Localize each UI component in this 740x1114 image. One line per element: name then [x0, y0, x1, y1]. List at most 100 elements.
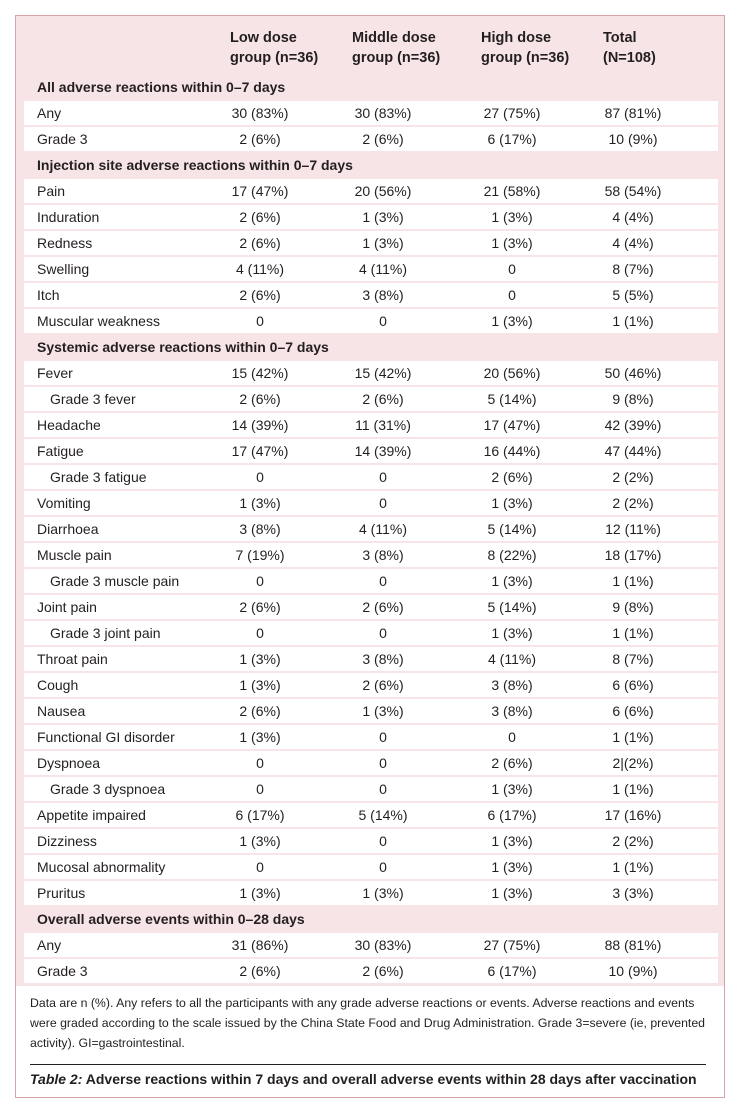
cell-value: 15 (42%) — [354, 365, 412, 381]
row-label: Grade 3 — [37, 131, 88, 147]
cell-value: 42 (39%) — [604, 417, 662, 433]
cell-value: 2 (6%) — [362, 963, 404, 979]
cell-value: 0 — [508, 287, 516, 303]
cell-value: 2 (6%) — [362, 391, 404, 407]
cell-value: 0 — [379, 755, 387, 771]
cell-value: 2 (6%) — [491, 755, 533, 771]
row-label: Throat pain — [37, 651, 108, 667]
table-row: Grade 3 joint pain 0 0 1 (3%) 1 (1%) — [24, 621, 718, 645]
cell-value: 1 (1%) — [612, 729, 654, 745]
cell-value: 47 (44%) — [604, 443, 662, 459]
cell-value: 5 (14%) — [487, 599, 537, 615]
section-row: Systemic adverse reactions within 0–7 da… — [16, 334, 724, 360]
cell-value: 3 (8%) — [491, 703, 533, 719]
cell-value: 1 (3%) — [491, 313, 533, 329]
cell-value: 0 — [379, 859, 387, 875]
row-label: Pain — [37, 183, 66, 199]
cell-value: 11 (31%) — [355, 417, 411, 433]
table-row: Vomiting 1 (3%) 0 1 (3%) 2 (2%) — [24, 491, 718, 515]
table-row: Swelling 4 (11%) 4 (11%) 0 8 (7%) — [24, 257, 718, 281]
table-row: Fever 15 (42%) 15 (42%) 20 (56%) 50 (46%) — [24, 361, 718, 385]
column-header: High dose group (n=36) — [481, 30, 570, 66]
table-row: Muscle pain 7 (19%) 3 (8%) 8 (22%) 18 (17%) — [24, 543, 718, 567]
section-title: All adverse reactions within 0–7 days — [37, 79, 286, 95]
cell-value: 50 (46%) — [604, 365, 662, 381]
cell-value: 6 (17%) — [487, 807, 537, 823]
row-label: Muscular weakness — [37, 313, 160, 329]
cell-value: 5 (5%) — [612, 287, 654, 303]
cell-value: 2 (6%) — [362, 131, 404, 147]
cell-value: 1 (3%) — [491, 235, 533, 251]
table-row: Fatigue 17 (47%) 14 (39%) 16 (44%) 47 (44%) — [24, 439, 718, 463]
cell-value: 1 (3%) — [239, 651, 281, 667]
cell-value: 1 (3%) — [491, 625, 533, 641]
cell-value: 18 (17%) — [604, 547, 662, 563]
row-label: Grade 3 fatigue — [50, 469, 147, 485]
row-label: Dyspnoea — [37, 755, 101, 771]
cell-value: 4 (11%) — [359, 521, 407, 537]
table-row: Redness 2 (6%) 1 (3%) 1 (3%) 4 (4%) — [24, 231, 718, 255]
cell-value: 1 (3%) — [491, 781, 533, 797]
cell-value: 8 (7%) — [612, 651, 654, 667]
cell-value: 8 (7%) — [612, 261, 654, 277]
table-row: Grade 3 2 (6%) 2 (6%) 6 (17%) 10 (9%) — [24, 959, 718, 983]
table-row: Itch 2 (6%) 3 (8%) 0 5 (5%) — [24, 283, 718, 307]
row-label: Induration — [37, 209, 100, 225]
cell-value: 0 — [256, 469, 264, 485]
cell-value: 1 (3%) — [362, 209, 404, 225]
cell-value: 0 — [379, 833, 387, 849]
caption-text: Adverse reactions within 7 days and over… — [85, 1071, 697, 1087]
cell-value: 31 (86%) — [231, 937, 289, 953]
cell-value: 3 (8%) — [362, 547, 404, 563]
cell-value: 7 (19%) — [235, 547, 285, 563]
row-label: Grade 3 — [37, 963, 88, 979]
cell-value: 27 (75%) — [483, 937, 541, 953]
cell-value: 4 (4%) — [612, 235, 654, 251]
cell-value: 0 — [508, 261, 516, 277]
table-row: Pruritus 1 (3%) 1 (3%) 1 (3%) 3 (3%) — [24, 881, 718, 905]
table-row: Grade 3 dyspnoea 0 0 1 (3%) 1 (1%) — [24, 777, 718, 801]
row-label: Dizziness — [37, 833, 97, 849]
cell-value: 4 (11%) — [359, 261, 407, 277]
cell-value: 0 — [256, 573, 264, 589]
cell-value: 1 (3%) — [362, 885, 404, 901]
column-header: Low dose group (n=36) — [230, 30, 319, 66]
cell-value: 3 (8%) — [491, 677, 533, 693]
row-label: Appetite impaired — [37, 807, 146, 823]
cell-value: 0 — [379, 313, 387, 329]
section-row: All adverse reactions within 0–7 days — [16, 74, 724, 100]
table-row: Throat pain 1 (3%) 3 (8%) 4 (11%) 8 (7%) — [24, 647, 718, 671]
row-label: Joint pain — [37, 599, 97, 615]
table-row: Dizziness 1 (3%) 0 1 (3%) 2 (2%) — [24, 829, 718, 853]
row-label: Redness — [37, 235, 93, 251]
cell-value: 1 (1%) — [612, 859, 654, 875]
section-row: Injection site adverse reactions within … — [16, 152, 724, 178]
row-label: Fever — [37, 365, 73, 381]
cell-value: 0 — [379, 469, 387, 485]
section-title: Systemic adverse reactions within 0–7 da… — [37, 339, 329, 355]
table-row: Any 31 (86%) 30 (83%) 27 (75%) 88 (81%) — [24, 933, 718, 957]
table-row: Headache 14 (39%) 11 (31%) 17 (47%) 42 (39%) — [24, 413, 718, 437]
cell-value: 1 (3%) — [491, 209, 533, 225]
cell-value: 0 — [379, 781, 387, 797]
cell-value: 2 (6%) — [239, 131, 281, 147]
cell-value: 2 (6%) — [239, 209, 281, 225]
cell-value: 0 — [256, 755, 264, 771]
cell-value: 16 (44%) — [483, 443, 541, 459]
table-row: Dyspnoea 0 0 2 (6%) 2|(2%) — [24, 751, 718, 775]
cell-value: 9 (8%) — [612, 599, 654, 615]
row-label: Itch — [37, 287, 60, 303]
cell-value: 6 (17%) — [487, 131, 537, 147]
cell-value: 1 (1%) — [612, 625, 654, 641]
cell-value: 6 (6%) — [612, 703, 654, 719]
cell-value: 1 (3%) — [362, 703, 404, 719]
table-row: Diarrhoea 3 (8%) 4 (11%) 5 (14%) 12 (11%) — [24, 517, 718, 541]
cell-value: 0 — [256, 313, 264, 329]
cell-value: 0 — [379, 573, 387, 589]
cell-value: 17 (47%) — [231, 443, 289, 459]
cell-value: 1 (1%) — [612, 313, 654, 329]
row-label: Grade 3 fever — [50, 391, 136, 407]
row-label: Swelling — [37, 261, 90, 277]
row-label: Any — [37, 105, 62, 121]
